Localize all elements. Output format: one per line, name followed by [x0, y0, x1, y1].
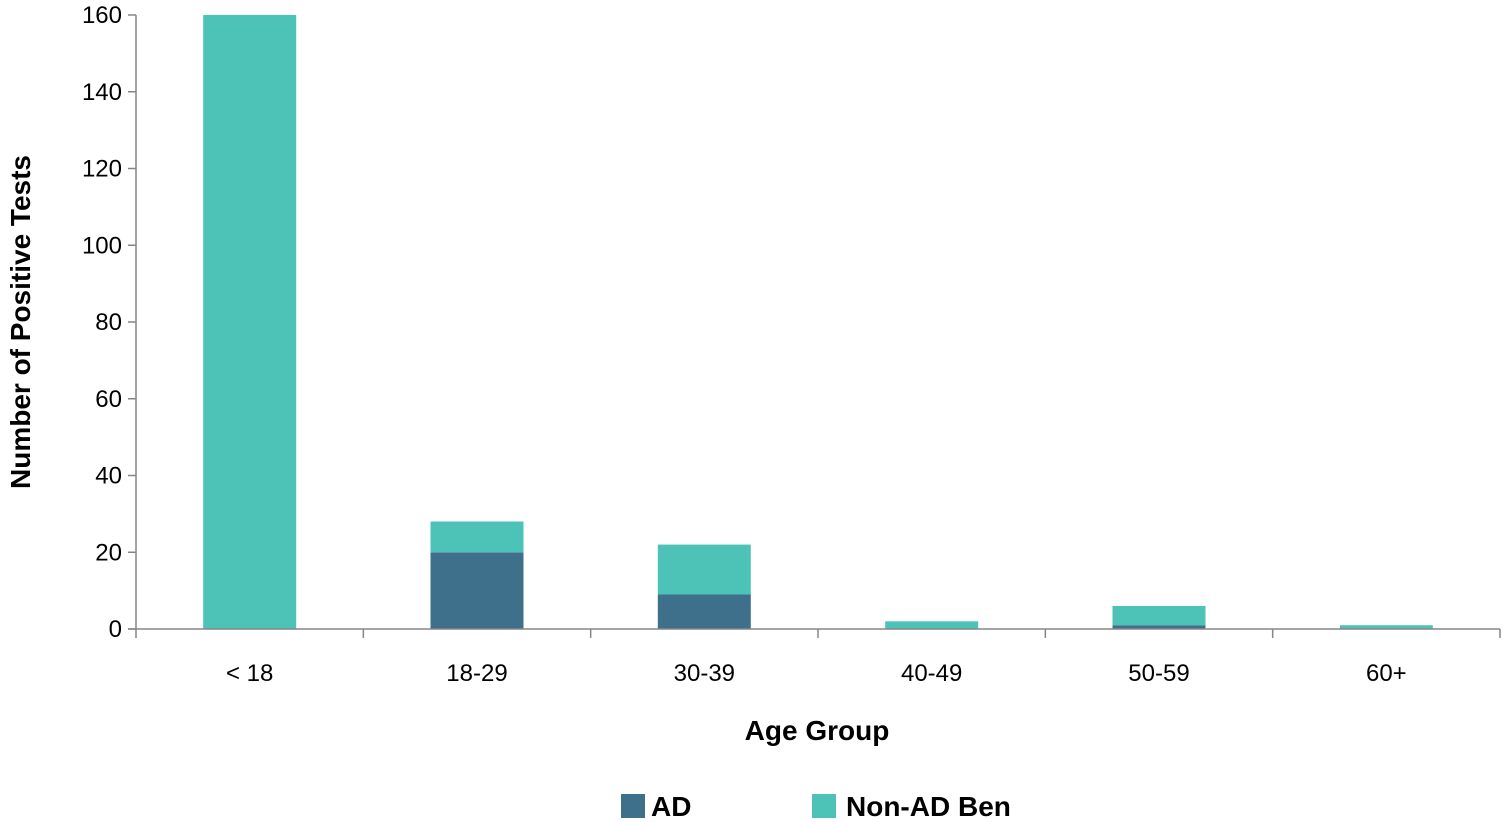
y-tick-label-6: 120	[82, 156, 122, 183]
y-tick-label-8: 160	[82, 2, 122, 29]
legend: AD Non-AD Ben	[621, 791, 1011, 822]
bars-layer	[203, 15, 1433, 630]
legend-label-non-ad-ben: Non-AD Ben	[846, 791, 1011, 822]
x-axis-title: Age Group	[745, 715, 890, 746]
bar-ad-1	[430, 552, 524, 630]
legend-swatch-non-ad-ben	[812, 794, 836, 818]
legend-swatch-ad	[621, 794, 645, 818]
bar-non-ad-ben-3	[885, 621, 979, 629]
bar-non-ad-ben-2	[657, 544, 751, 595]
bar-ad-2	[657, 594, 751, 629]
bar-non-ad-ben-1	[430, 521, 524, 553]
labels-layer: 0 20 40 60 80 100 120 140 160 < 18 18-29 30-39 40-49…	[82, 2, 1407, 687]
x-tick-label-5: 60+	[1366, 660, 1407, 687]
x-tick-label-3: 40-49	[901, 660, 962, 687]
x-tick-label-0: < 18	[226, 660, 273, 687]
y-axis-title: Number of Positive Tests	[5, 155, 36, 489]
y-tick-label-7: 140	[82, 79, 122, 106]
bar-non-ad-ben-4	[1112, 606, 1206, 626]
bar-non-ad-ben-0	[203, 15, 297, 629]
x-tick-label-2: 30-39	[674, 660, 735, 687]
y-tick-label-3: 60	[95, 386, 122, 413]
y-tick-label-4: 80	[95, 309, 122, 336]
x-tick-label-4: 50-59	[1128, 660, 1189, 687]
y-tick-label-2: 40	[95, 463, 122, 490]
y-tick-label-1: 20	[95, 539, 122, 566]
bar-ad-4	[1112, 625, 1206, 629]
bar-non-ad-ben-5	[1339, 625, 1433, 629]
axes-layer	[128, 14, 1501, 638]
legend-label-ad: AD	[651, 791, 691, 822]
y-tick-label-5: 100	[82, 232, 122, 259]
y-tick-label-0: 0	[109, 616, 122, 643]
x-tick-label-1: 18-29	[446, 660, 507, 687]
